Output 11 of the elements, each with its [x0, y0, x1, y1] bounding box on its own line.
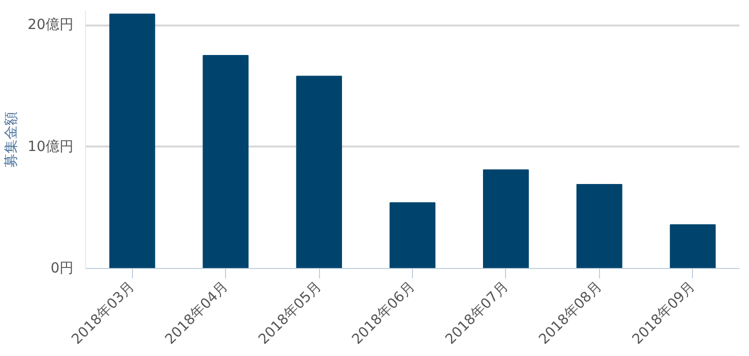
bar: [296, 76, 342, 268]
y-tick-label: 0円: [50, 260, 74, 276]
bar: [202, 55, 249, 268]
bar: [576, 184, 622, 268]
bar: [670, 224, 716, 268]
bar: [390, 202, 436, 268]
y-tick-label: 20億円: [28, 17, 74, 34]
y-tick-label: 10億円: [28, 138, 74, 155]
bar: [483, 169, 529, 268]
y-axis-title: 募集金額: [4, 112, 20, 168]
bar: [109, 14, 156, 268]
